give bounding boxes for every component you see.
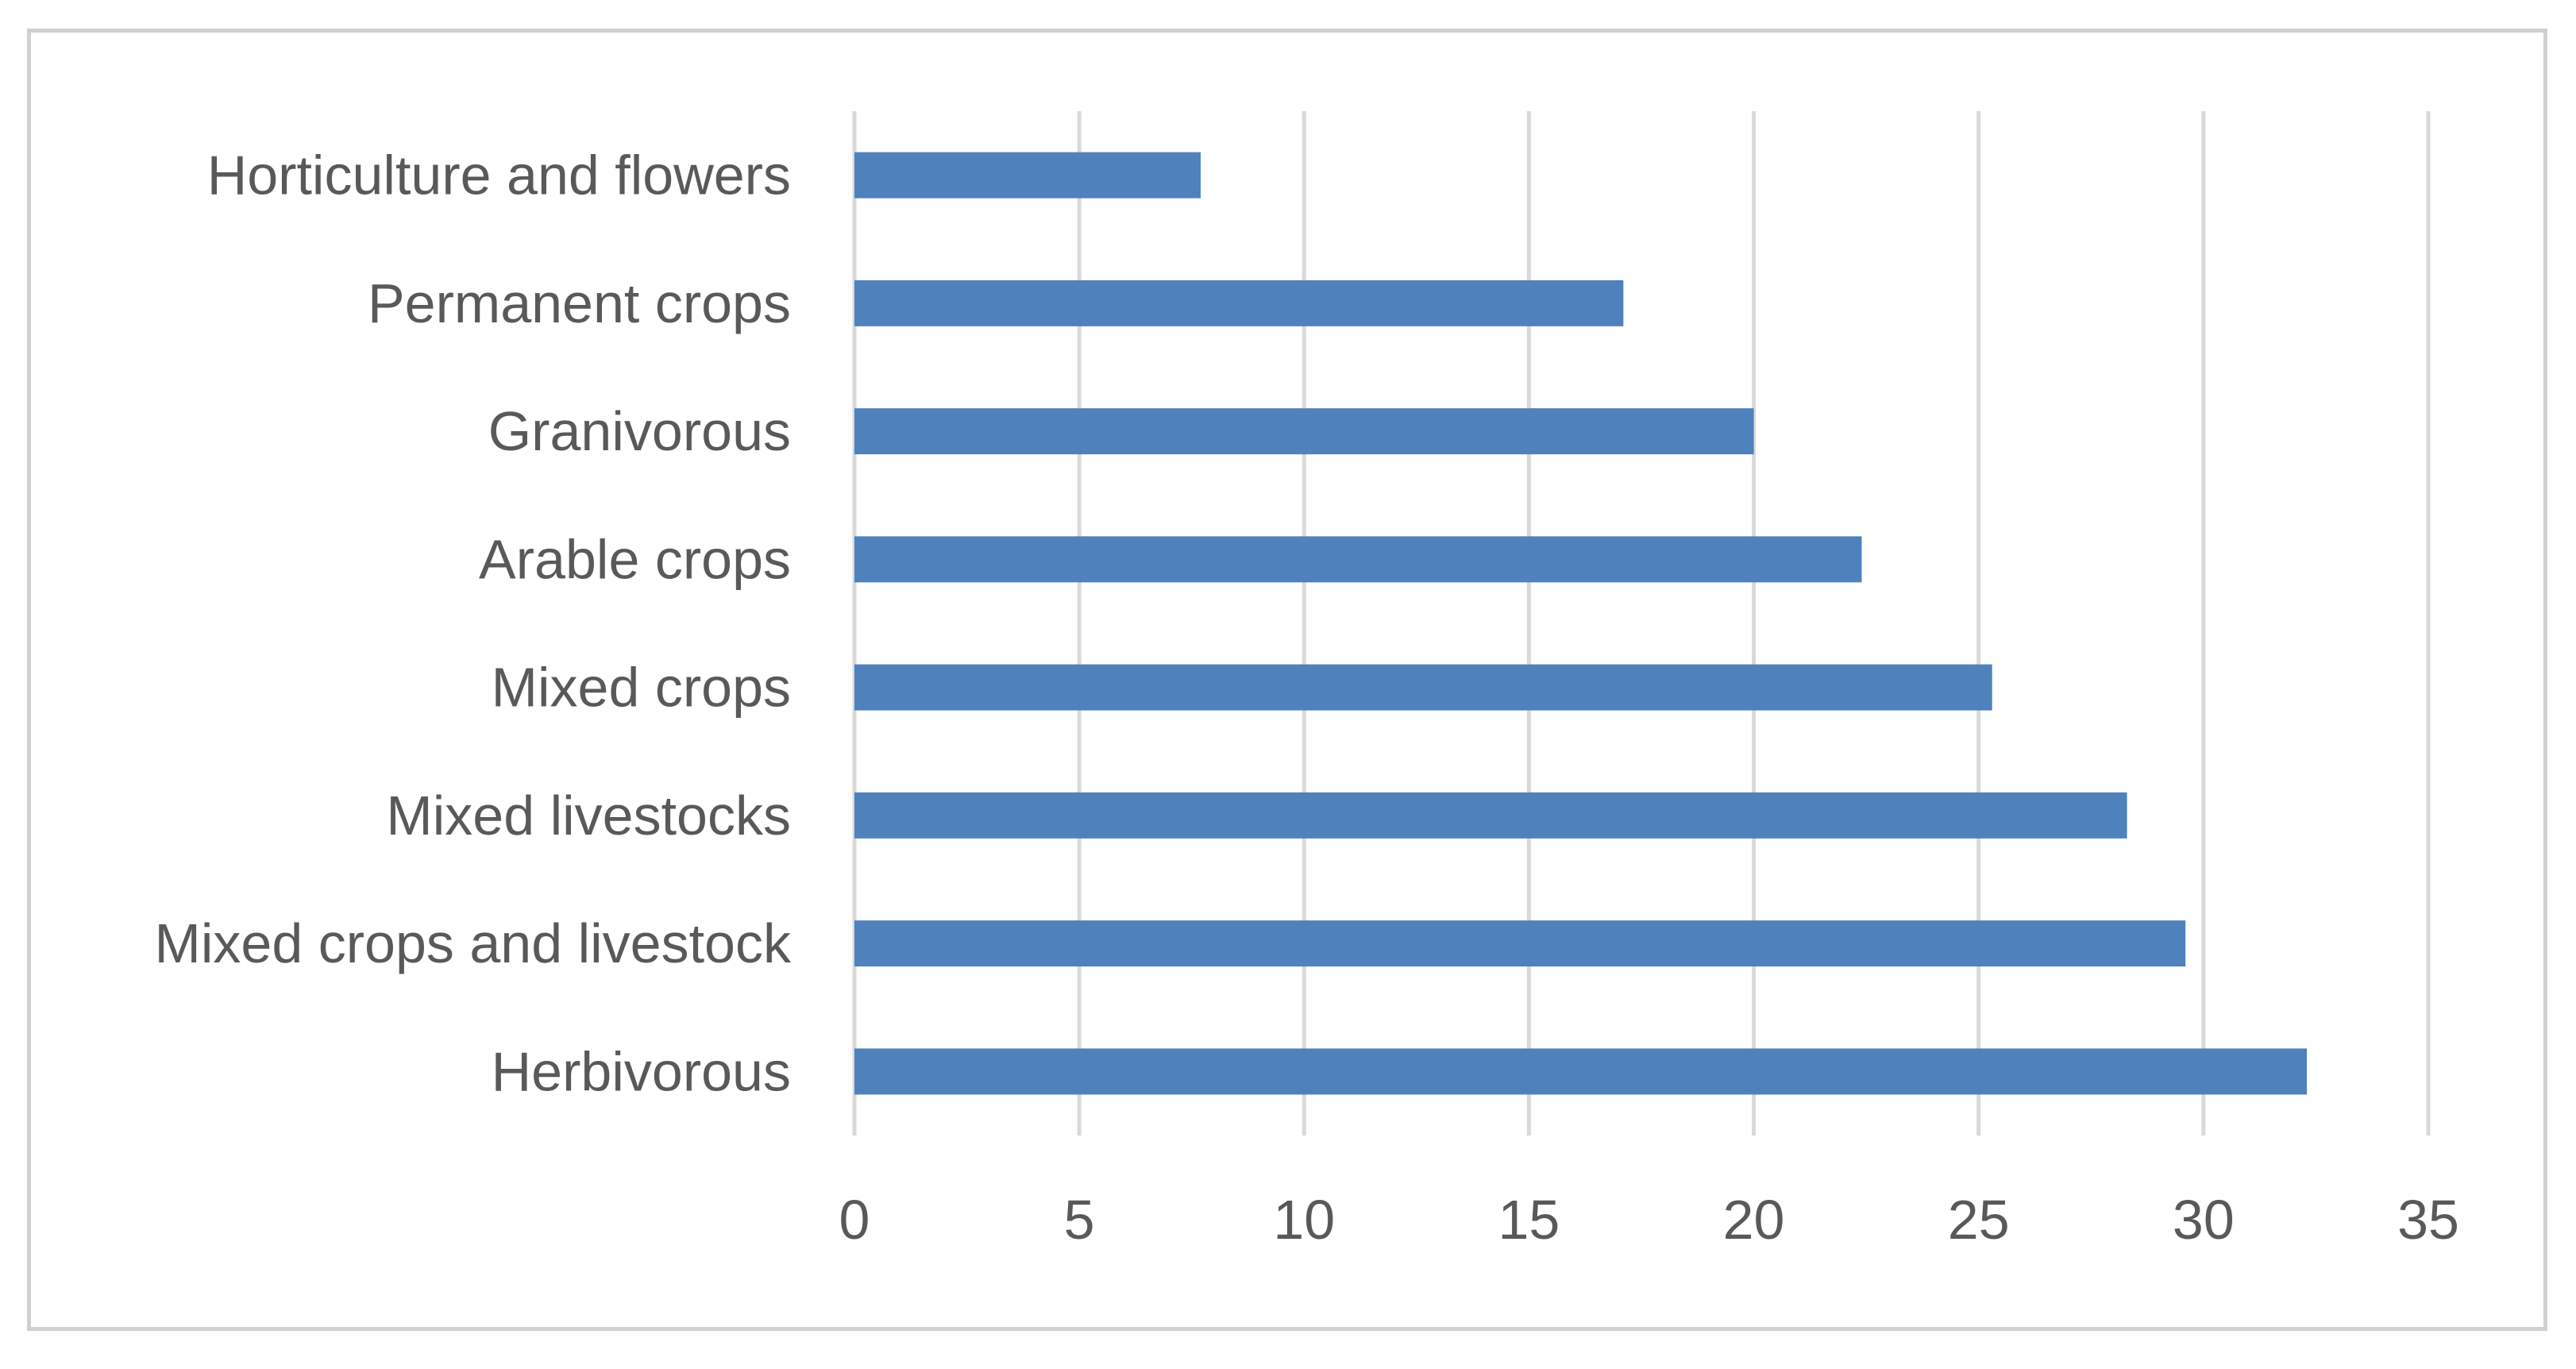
gridlines [852, 111, 2431, 1136]
x-tick-label-5: 25 [1948, 1189, 2010, 1251]
x-tick-label-1: 5 [1064, 1189, 1095, 1251]
x-tick-label-4: 20 [1723, 1189, 1785, 1251]
category-label-6: Mixed crops and livestock [155, 912, 792, 974]
bars [854, 152, 2308, 1095]
x-axis-tick-labels: 0 5 10 15 20 25 30 35 [839, 1189, 2459, 1251]
bar-mixed-crops [854, 664, 1992, 711]
category-label-5: Mixed livestocks [386, 785, 791, 846]
category-labels: Horticulture and flowers Permanent crops G… [155, 145, 792, 1103]
bar-herbivorous [854, 1048, 2308, 1095]
bar-arable-crops [854, 536, 1862, 583]
bar-mixed-livestocks [854, 792, 2127, 839]
category-label-4: Mixed crops [492, 657, 791, 719]
x-tick-label-0: 0 [839, 1189, 870, 1251]
category-label-2: Granivorous [488, 400, 791, 462]
category-label-7: Herbivorous [492, 1040, 791, 1102]
category-label-0: Horticulture and flowers [207, 145, 791, 206]
category-label-1: Permanent crops [368, 272, 791, 334]
x-tick-label-6: 30 [2173, 1189, 2235, 1251]
bar-permanent-crops [854, 280, 1624, 326]
bar-granivorous [854, 408, 1754, 455]
bar-mixed-crops-and-livestock [854, 920, 2186, 967]
x-tick-label-2: 10 [1273, 1189, 1335, 1251]
bar-horticulture-and-flowers [854, 152, 1201, 199]
category-label-3: Arable crops [479, 528, 791, 590]
x-tick-label-3: 15 [1498, 1189, 1560, 1251]
x-tick-label-7: 35 [2397, 1189, 2459, 1251]
